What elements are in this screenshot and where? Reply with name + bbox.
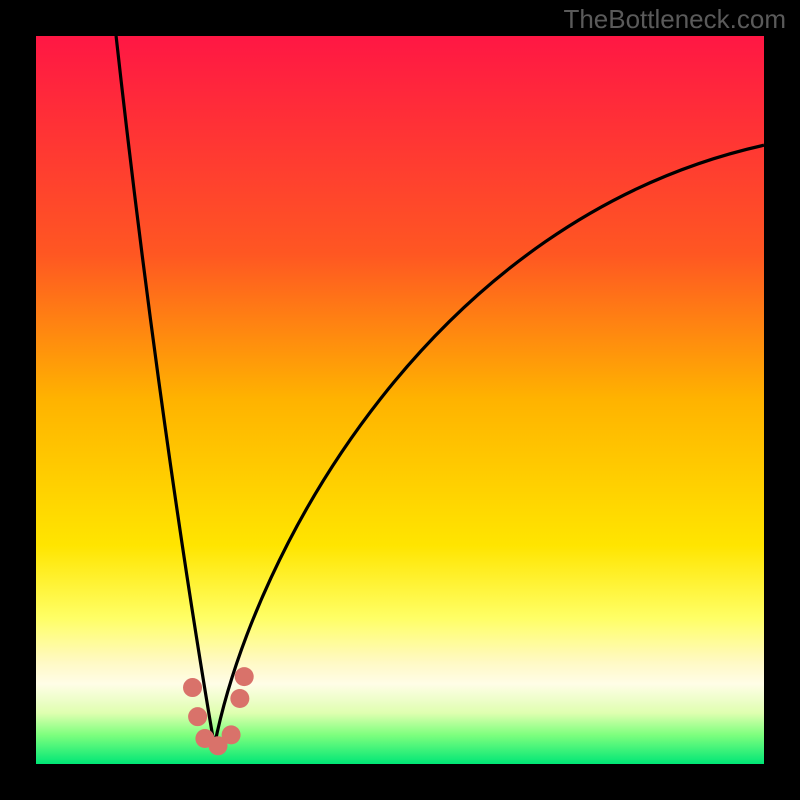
dot (183, 678, 202, 697)
bottleneck-plot (0, 0, 800, 800)
watermark-text: TheBottleneck.com (563, 4, 786, 34)
watermark: TheBottleneck.com (563, 4, 786, 35)
plot-background (36, 36, 764, 764)
dot (235, 667, 254, 686)
dot (230, 689, 249, 708)
dot (222, 725, 241, 744)
dot (188, 707, 207, 726)
